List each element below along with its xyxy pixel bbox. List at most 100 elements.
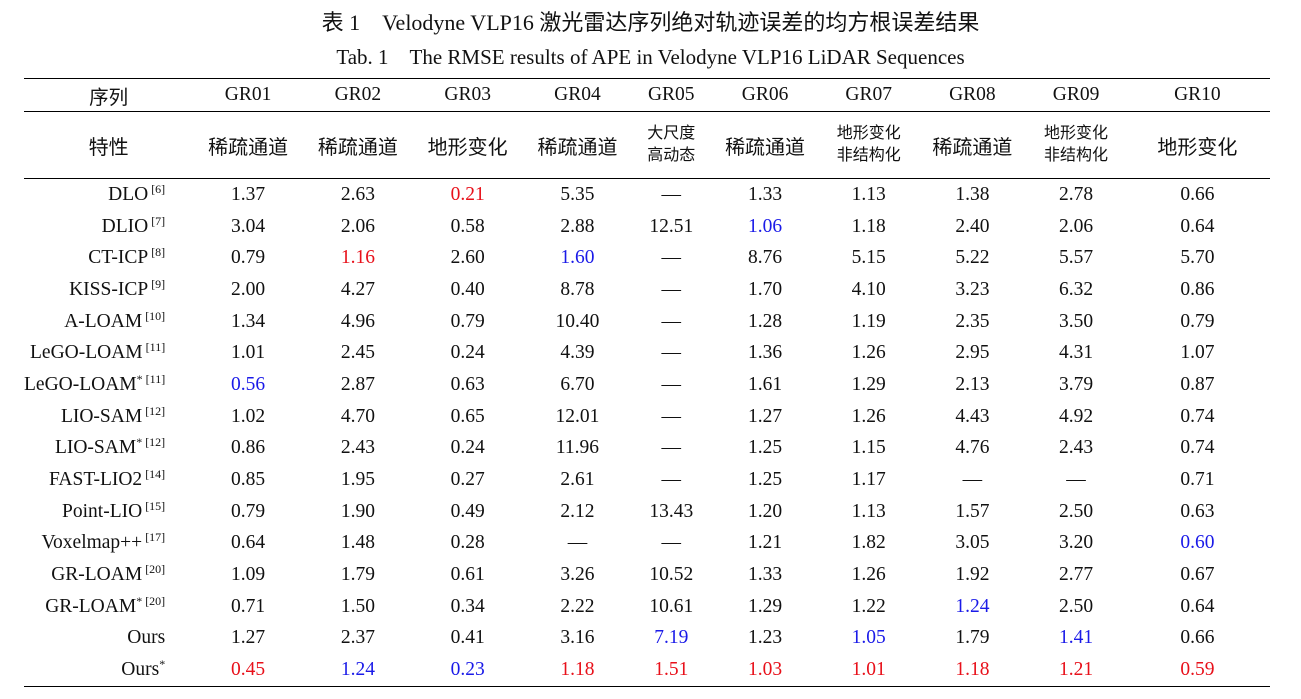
- rmse-cell: 4.10: [851, 278, 886, 300]
- rmse-cell: 0.24: [450, 437, 485, 459]
- rmse-cell: 0.87: [1180, 373, 1215, 395]
- rmse-cell: 7.19: [654, 627, 689, 649]
- rmse-cell: 1.92: [955, 564, 990, 586]
- rmse-cell: 6.70: [560, 373, 595, 395]
- rmse-cell: 2.95: [955, 342, 990, 364]
- rmse-cell: —: [661, 310, 682, 332]
- table-body: DLO [6] 1.37 2.63 0.21 5.35 — 1.33 1.13 1.38 2.78…: [24, 179, 1270, 688]
- header-property-gr06: 稀疏通道: [710, 111, 820, 179]
- rmse-cell: 1.13: [851, 500, 886, 522]
- header-sequence-gr02: GR02: [302, 78, 413, 112]
- rmse-cell: 2.88: [560, 215, 595, 237]
- rmse-cell: —: [661, 183, 682, 205]
- rmse-cell: 0.24: [450, 342, 485, 364]
- rmse-cell: 2.00: [231, 278, 266, 300]
- method-name: Voxelmap++ [17]: [41, 530, 166, 554]
- method-reference: [9]: [148, 276, 166, 291]
- rmse-cell: 2.50: [1058, 500, 1094, 522]
- method-name: A-LOAM [10]: [64, 308, 166, 332]
- rmse-cell: 1.90: [340, 500, 375, 522]
- rmse-cell: 1.51: [632, 654, 711, 688]
- rmse-cell: 10.40: [555, 310, 600, 332]
- rmse-cell: 5.70: [1180, 247, 1215, 269]
- rmse-cell: 2.87: [340, 373, 375, 395]
- rmse-cell: 1.33: [748, 183, 783, 205]
- method-name: GR-LOAM [20]: [51, 562, 166, 586]
- header-property-gr01: 稀疏通道: [193, 111, 303, 179]
- rmse-cell: 1.36: [748, 342, 783, 364]
- rmse-cell: 0.41: [450, 627, 485, 649]
- rmse-cell: 1.09: [231, 564, 266, 586]
- rmse-cell: 1.50: [340, 595, 375, 617]
- table-row: GR-LOAM [20] 1.09 1.79 0.61 3.26 10.52 1.33 1.2…: [24, 559, 1270, 591]
- rmse-cell: 3.23: [955, 278, 990, 300]
- rmse-cell: 1.21: [1027, 654, 1125, 688]
- rmse-cell: 2.61: [560, 469, 595, 491]
- rmse-cell: 13.43: [649, 500, 694, 522]
- header-sequence-label: 序列: [24, 78, 194, 112]
- rmse-cell: 5.57: [1058, 247, 1094, 269]
- rmse-cell: 1.24: [955, 595, 990, 617]
- rmse-cell: 1.25: [748, 437, 783, 459]
- header-property-gr03: 地形变化: [412, 111, 523, 179]
- rmse-cell: 2.06: [1058, 215, 1094, 237]
- method-name: LeGO-LOAM* [11]: [24, 371, 166, 395]
- rmse-cell: 0.58: [450, 215, 485, 237]
- rmse-cell: 0.45: [193, 654, 303, 688]
- rmse-cell: 0.61: [450, 564, 485, 586]
- method-reference: *: [159, 657, 166, 672]
- rmse-cell: 3.79: [1058, 373, 1094, 395]
- rmse-cell: —: [567, 532, 588, 554]
- rmse-cell: 0.74: [1180, 437, 1215, 459]
- method-reference: [12]: [142, 403, 166, 418]
- rmse-cell: 1.29: [748, 595, 783, 617]
- table-caption-english: Tab. 1 The RMSE results of APE in Velody…: [336, 45, 965, 69]
- header-sequence-gr05: GR05: [632, 78, 711, 112]
- rmse-cell: 1.79: [955, 627, 990, 649]
- rmse-cell: 0.27: [450, 469, 485, 491]
- rmse-cell: 1.38: [955, 183, 990, 205]
- rmse-cell: 0.34: [450, 595, 485, 617]
- rmse-cell: 1.33: [748, 564, 783, 586]
- rmse-cell: 0.63: [450, 373, 485, 395]
- rmse-cell: 4.43: [955, 405, 990, 427]
- rmse-cell: 0.40: [450, 278, 485, 300]
- rmse-cell: 1.57: [955, 500, 990, 522]
- rmse-cell: 0.66: [1180, 183, 1215, 205]
- method-name: DLIO [7]: [101, 213, 166, 237]
- rmse-cell: 11.96: [555, 437, 600, 459]
- rmse-cell: 0.85: [231, 469, 266, 491]
- method-name: LeGO-LOAM [11]: [30, 340, 166, 364]
- rmse-cell: 2.12: [560, 500, 595, 522]
- rmse-cell: 0.71: [1180, 469, 1215, 491]
- rmse-cell: 3.04: [231, 215, 266, 237]
- header-sequence-gr06: GR06: [710, 78, 820, 112]
- rmse-cell: 3.26: [560, 564, 595, 586]
- header-property-gr05: 大尺度 高动态: [632, 111, 711, 179]
- rmse-cell: 1.48: [340, 532, 375, 554]
- rmse-cell: 2.22: [560, 595, 595, 617]
- rmse-cell: 1.07: [1180, 342, 1215, 364]
- rmse-cell: 4.92: [1058, 405, 1094, 427]
- rmse-cell: —: [661, 247, 682, 269]
- rmse-cell: 1.23: [748, 627, 783, 649]
- rmse-cell: 5.22: [955, 247, 990, 269]
- rmse-cell: 0.79: [450, 310, 485, 332]
- rmse-cell: 2.13: [955, 373, 990, 395]
- rmse-results-table: 序列 GR01 GR02 GR03 GR04 GR05 GR06 GR07 GR08 GR09 G…: [24, 78, 1270, 688]
- rmse-cell: 1.05: [851, 627, 886, 649]
- rmse-cell: —: [661, 342, 682, 364]
- method-reference: [10]: [142, 308, 166, 323]
- header-property-gr04: 稀疏通道: [522, 111, 633, 179]
- rmse-cell: 1.18: [917, 654, 1028, 688]
- method-name: LIO-SAM* [12]: [54, 435, 166, 459]
- rmse-cell: 0.71: [231, 595, 266, 617]
- rmse-cell: —: [1066, 469, 1086, 491]
- rmse-cell: 1.01: [819, 654, 918, 688]
- header-property-row: 特性 稀疏通道 稀疏通道 地形变化 稀疏通道 大尺度 高动态 稀疏通道 地形变化 非结构化 稀疏通…: [24, 111, 1270, 179]
- rmse-cell: 1.27: [748, 405, 783, 427]
- method-name: Point-LIO [15]: [62, 498, 166, 522]
- rmse-cell: 3.20: [1058, 532, 1094, 554]
- rmse-cell: 1.13: [851, 183, 886, 205]
- method-name: KISS-ICP [9]: [69, 276, 166, 300]
